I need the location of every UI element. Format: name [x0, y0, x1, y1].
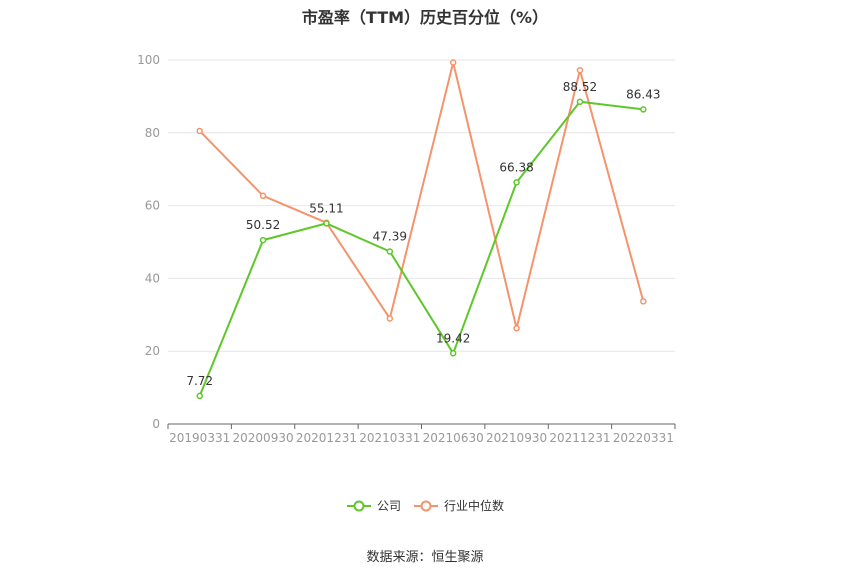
x-tick-label: 20190331 [169, 431, 230, 445]
series-layer [196, 59, 647, 400]
legend-item-industry-median[interactable]: 行业中位数 [413, 497, 504, 514]
legend: 公司 行业中位数 [0, 497, 850, 514]
data-point-industry-median [449, 59, 457, 66]
data-point-company [196, 392, 203, 400]
x-tick-label: 20210331 [359, 431, 420, 445]
y-tick-label: 20 [145, 344, 160, 358]
y-tick-label: 40 [145, 271, 160, 285]
data-point-industry-median [196, 127, 203, 135]
data-point-industry-median [576, 66, 584, 74]
legend-item-company[interactable]: 公司 [346, 497, 401, 514]
x-tick-label: 20210630 [423, 431, 484, 445]
data-label: 7.72 [186, 374, 213, 388]
data-point-industry-median [386, 315, 394, 322]
data-label: 66.38 [499, 160, 533, 174]
data-point-industry-median [513, 325, 520, 332]
grid-lines [168, 59, 675, 352]
legend-line-marker-icon [346, 500, 371, 511]
data-label: 47.39 [373, 230, 407, 244]
data-point-industry-median [640, 298, 647, 305]
data-point-company [386, 248, 394, 255]
y-tick-label: 60 [145, 199, 160, 213]
data-source: 数据来源：恒生聚源 [366, 550, 484, 565]
legend-line-marker-icon [414, 500, 438, 511]
data-point-company [576, 98, 584, 106]
y-tick-label: 80 [145, 126, 160, 140]
legend-label-company: 公司 [376, 499, 401, 513]
data-point-industry-median [259, 192, 267, 200]
x-tick-label: 20200930 [233, 431, 294, 445]
x-tick-label: 20210930 [486, 431, 547, 445]
x-tick-label: 20211231 [549, 431, 610, 445]
y-tick-label: 0 [152, 417, 160, 431]
x-tick-label: 20220331 [613, 431, 674, 445]
data-point-company [449, 350, 457, 357]
data-point-company [513, 179, 520, 186]
data-label: 88.52 [563, 80, 597, 94]
series-line-industry-median [198, 61, 645, 330]
x-tick-label: 20201231 [296, 431, 357, 445]
chart-title: 市盈率（TTM）历史百分位（%） [301, 8, 549, 27]
data-label: 86.43 [626, 87, 660, 101]
data-labels: 7.72 50.52 55.11 47.39 19.42 66.38 88.52 86.43 [186, 80, 660, 388]
data-point-company [259, 236, 267, 244]
data-point-company [323, 220, 330, 227]
data-label: 55.11 [309, 201, 343, 215]
y-axis: 0 20 40 60 80 100 [137, 53, 160, 431]
data-label: 19.42 [436, 331, 470, 345]
y-tick-label: 100 [137, 53, 160, 67]
x-axis: 20190331 20200930 20201231 20210331 20210630… [167, 423, 676, 445]
series-line-company [198, 100, 644, 397]
legend-label-industry-median: 行业中位数 [444, 499, 505, 513]
data-point-company [640, 106, 647, 113]
data-label: 50.52 [246, 218, 280, 232]
